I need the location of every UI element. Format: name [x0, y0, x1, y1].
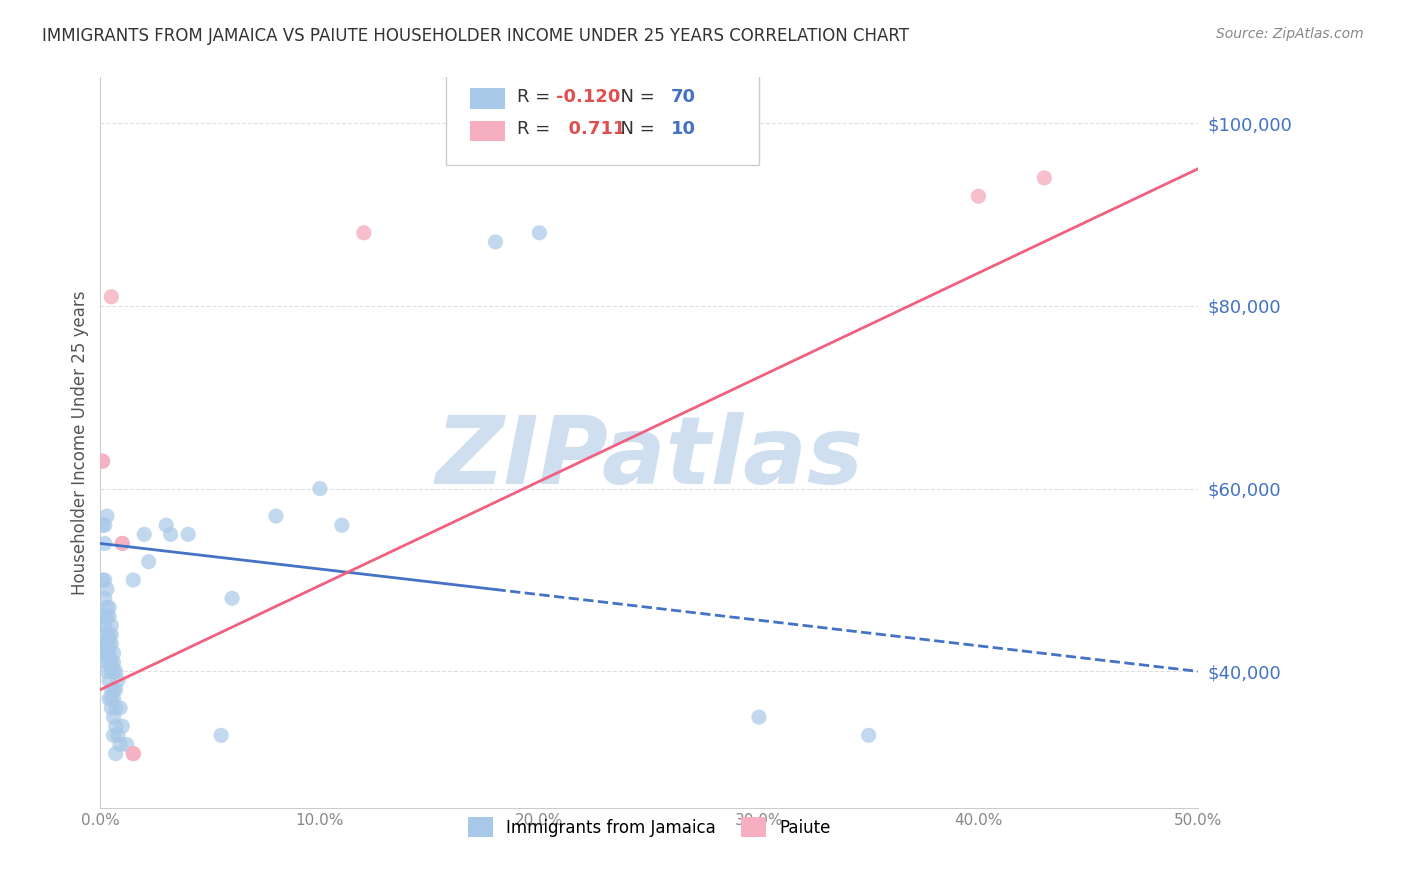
Point [98, 691, 121, 706]
Point [107, 728, 129, 742]
Point [98, 673, 121, 688]
Point [93, 637, 115, 651]
Point [108, 701, 131, 715]
Point [353, 226, 375, 240]
Point [155, 518, 177, 533]
Point [100, 628, 122, 642]
Legend: Immigrants from Jamaica, Paiute: Immigrants from Jamaica, Paiute [461, 810, 837, 844]
Point [91, 618, 114, 632]
Point [98, 628, 121, 642]
Point [111, 536, 134, 550]
Point [103, 728, 125, 742]
Point [91, 518, 114, 533]
Point [98, 637, 121, 651]
Text: R =: R = [517, 120, 557, 138]
Point [104, 701, 127, 715]
Point [111, 719, 134, 733]
Text: IMMIGRANTS FROM JAMAICA VS PAIUTE HOUSEHOLDER INCOME UNDER 25 YEARS CORRELATION : IMMIGRANTS FROM JAMAICA VS PAIUTE HOUSEH… [42, 27, 910, 45]
Point [309, 482, 332, 496]
Point [138, 555, 160, 569]
Point [93, 609, 115, 624]
Point [91, 454, 114, 468]
Point [330, 518, 353, 533]
Text: Source: ZipAtlas.com: Source: ZipAtlas.com [1216, 27, 1364, 41]
Text: 0.711: 0.711 [555, 120, 626, 138]
Point [134, 527, 156, 541]
Point [96, 628, 118, 642]
Point [91, 573, 114, 587]
Point [100, 682, 122, 697]
Point [104, 719, 127, 733]
Point [221, 591, 243, 606]
Point [100, 290, 122, 304]
Point [104, 747, 127, 761]
Point [104, 682, 127, 697]
Point [96, 655, 118, 669]
Point [93, 536, 115, 550]
Point [91, 454, 114, 468]
Text: -0.120: -0.120 [555, 88, 620, 106]
Point [122, 747, 145, 761]
Point [122, 573, 145, 587]
Point [100, 665, 122, 679]
Point [93, 591, 115, 606]
Text: 70: 70 [671, 88, 696, 106]
Point [91, 637, 114, 651]
FancyBboxPatch shape [446, 74, 759, 165]
Text: ZIPatlas: ZIPatlas [434, 411, 863, 504]
Point [93, 573, 115, 587]
Point [93, 618, 115, 632]
Point [107, 673, 129, 688]
Point [103, 682, 125, 697]
Point [98, 600, 121, 615]
Point [748, 710, 770, 724]
Point [100, 691, 122, 706]
Point [96, 582, 118, 596]
Point [100, 655, 122, 669]
Point [93, 646, 115, 660]
Point [122, 747, 145, 761]
Point [1033, 170, 1056, 185]
Point [529, 226, 551, 240]
Point [108, 738, 131, 752]
Point [100, 637, 122, 651]
Point [96, 600, 118, 615]
Text: N =: N = [609, 88, 659, 106]
FancyBboxPatch shape [470, 88, 505, 109]
Point [98, 646, 121, 660]
Point [100, 618, 122, 632]
Point [98, 609, 121, 624]
Y-axis label: Householder Income Under 25 years: Householder Income Under 25 years [72, 291, 89, 595]
Point [177, 527, 200, 541]
Point [103, 655, 125, 669]
Point [104, 665, 127, 679]
Point [209, 728, 232, 742]
Point [264, 509, 287, 524]
Point [967, 189, 990, 203]
Point [103, 710, 125, 724]
Point [96, 637, 118, 651]
Point [98, 655, 121, 669]
Point [103, 665, 125, 679]
Text: R =: R = [517, 88, 557, 106]
Point [858, 728, 880, 742]
Point [96, 509, 118, 524]
Point [100, 701, 122, 715]
Text: N =: N = [609, 120, 659, 138]
Point [103, 691, 125, 706]
Point [93, 518, 115, 533]
Text: 10: 10 [671, 120, 696, 138]
Point [96, 646, 118, 660]
Point [484, 235, 506, 249]
Point [111, 536, 134, 550]
Point [115, 738, 138, 752]
Point [103, 646, 125, 660]
Point [96, 609, 118, 624]
Point [159, 527, 181, 541]
Point [96, 665, 118, 679]
FancyBboxPatch shape [470, 120, 505, 141]
